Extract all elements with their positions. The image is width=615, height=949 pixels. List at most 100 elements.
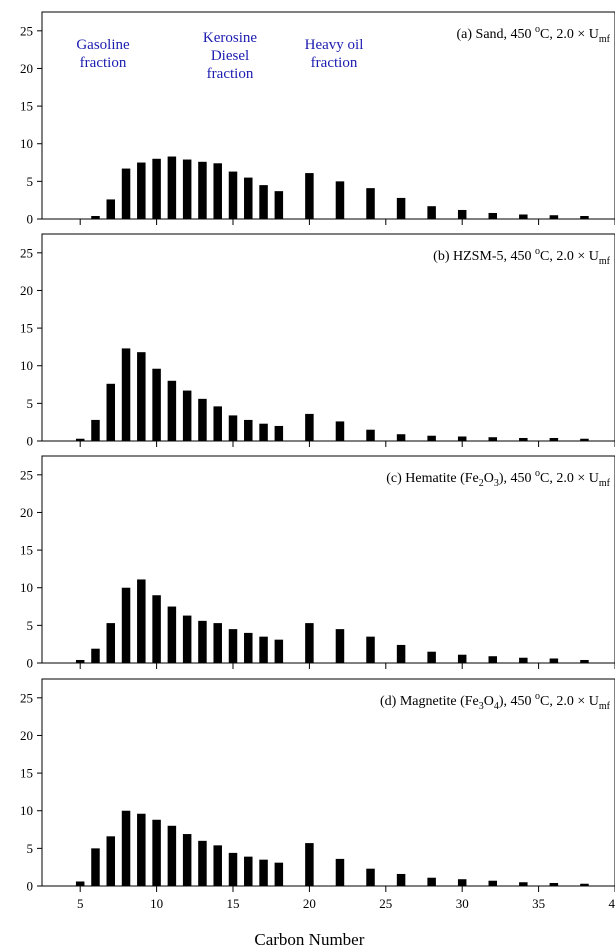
x-tick-label: 35 <box>532 896 545 911</box>
y-tick-label: 20 <box>20 61 33 76</box>
label-text: (d) Magnetite (Fe <box>380 694 479 709</box>
panel-1: 0 5 10 15 20 25 (b) HZSM-5, 450 oC, 2.0 × Umf <box>20 233 615 449</box>
y-tick-label: 10 <box>20 580 33 595</box>
x-tick-label: 5 <box>77 896 84 911</box>
panel-label: (d) Magnetite (Fe3O4), 450 oC, 2.0 × Umf <box>380 691 611 712</box>
bar-c38 <box>580 883 589 886</box>
panel-label: (a) Sand, 450 oC, 2.0 × Umf <box>457 24 611 45</box>
label-text: ), 450 <box>499 471 535 486</box>
panel-3: 0 5 10 15 20 25 (d) Magnetite (Fe3O4), 450 oC,… <box>20 678 615 949</box>
bar-c18 <box>274 862 284 886</box>
bar-c24 <box>366 636 375 663</box>
bar-c12 <box>182 834 192 886</box>
bar-c17 <box>259 636 268 663</box>
y-tick-label: 15 <box>20 543 33 558</box>
bar-c34 <box>519 437 528 441</box>
bar-c6 <box>91 648 100 663</box>
bar-c16 <box>244 419 253 441</box>
bar-c26 <box>396 434 406 441</box>
bar-c26 <box>396 873 406 886</box>
label-text: O <box>484 471 494 486</box>
y-tick-label: 15 <box>20 766 33 781</box>
fraction-annotation: Diesel <box>211 48 249 64</box>
bar-c20 <box>305 623 314 663</box>
y-tick-label: 5 <box>27 618 34 633</box>
y-tick-label: 25 <box>20 467 33 482</box>
bar-c11 <box>167 825 177 886</box>
bar-c5 <box>75 659 85 663</box>
bar-c14 <box>213 845 222 886</box>
label-sup: o <box>535 246 540 257</box>
bar-c30 <box>457 879 467 886</box>
bar-c15 <box>228 415 238 441</box>
bar-c28 <box>427 651 436 663</box>
y-tick-label: 5 <box>27 841 34 856</box>
bar-c13 <box>198 620 207 663</box>
fraction-annotation: fraction <box>311 55 358 71</box>
label-text: ), 450 <box>499 694 535 709</box>
bar-c34 <box>519 214 528 219</box>
fraction-annotation: Gasoline <box>76 37 130 53</box>
bar-c16 <box>244 632 253 663</box>
label-sub: mf <box>599 34 611 45</box>
bar-c13 <box>198 398 207 441</box>
panel-2: 0 5 10 15 20 25 (c) Hematite (Fe2O3), 450 oC, … <box>20 455 615 671</box>
bar-c7 <box>106 623 116 663</box>
label-text: O <box>484 694 494 709</box>
label-text: C, 2.0 × U <box>540 694 599 709</box>
y-tick-label: 10 <box>20 803 33 818</box>
x-tick-label: 30 <box>456 896 469 911</box>
bar-c7 <box>106 836 116 886</box>
bar-c15 <box>228 852 238 886</box>
y-tick-label: 25 <box>20 23 33 38</box>
fraction-annotation: Kerosine <box>203 30 257 46</box>
bar-c34 <box>519 882 528 886</box>
y-tick-label: 25 <box>20 690 33 705</box>
bar-c6 <box>91 848 100 886</box>
bar-c10 <box>152 819 161 886</box>
label-sub: 2 <box>479 478 484 489</box>
bar-c38 <box>580 438 589 441</box>
label-text: C, 2.0 × U <box>540 471 599 486</box>
bar-c12 <box>182 615 192 663</box>
bar-c28 <box>427 877 436 886</box>
bar-c11 <box>167 380 177 441</box>
label-text: (a) Sand, 450 <box>457 27 536 42</box>
y-tick-label: 15 <box>20 321 33 336</box>
bar-c32 <box>488 212 498 219</box>
label-sub: 4 <box>494 701 499 712</box>
label-sub: 3 <box>494 478 499 489</box>
bar-c12 <box>182 159 192 219</box>
label-text: C, 2.0 × U <box>540 27 599 42</box>
bar-c32 <box>488 437 498 441</box>
bar-c14 <box>213 163 222 219</box>
label-sub: mf <box>599 701 611 712</box>
x-axis-title: Carbon Number <box>254 930 364 949</box>
label-sub: mf <box>599 478 611 489</box>
panel-0: 0 5 10 15 20 25 (a) Sand, 450 oC, 2.0 × Umf Gas… <box>20 11 615 227</box>
x-tick-label: 20 <box>303 896 316 911</box>
label-sup: o <box>535 24 540 35</box>
bar-c22 <box>335 181 345 219</box>
bar-c22 <box>335 858 345 886</box>
bar-c14 <box>213 623 222 663</box>
y-tick-label: 10 <box>20 136 33 151</box>
y-tick-label: 20 <box>20 283 33 298</box>
bar-c38 <box>580 659 589 663</box>
label-sub: mf <box>599 256 611 267</box>
bar-c32 <box>488 880 498 886</box>
bar-c10 <box>152 368 161 441</box>
bar-c10 <box>152 595 161 663</box>
bar-c36 <box>549 437 559 441</box>
y-tick-label: 0 <box>27 212 34 227</box>
bar-c7 <box>106 199 116 219</box>
bar-c9 <box>137 579 146 663</box>
bar-c16 <box>244 177 253 219</box>
bar-c20 <box>305 173 314 219</box>
bar-c26 <box>396 644 406 663</box>
panel-label: (c) Hematite (Fe2O3), 450 oC, 2.0 × Umf <box>386 468 610 489</box>
bar-c8 <box>121 810 131 886</box>
label-text: (b) HZSM-5, 450 <box>433 249 535 264</box>
bar-c22 <box>335 629 345 663</box>
panel-frame <box>41 11 615 220</box>
